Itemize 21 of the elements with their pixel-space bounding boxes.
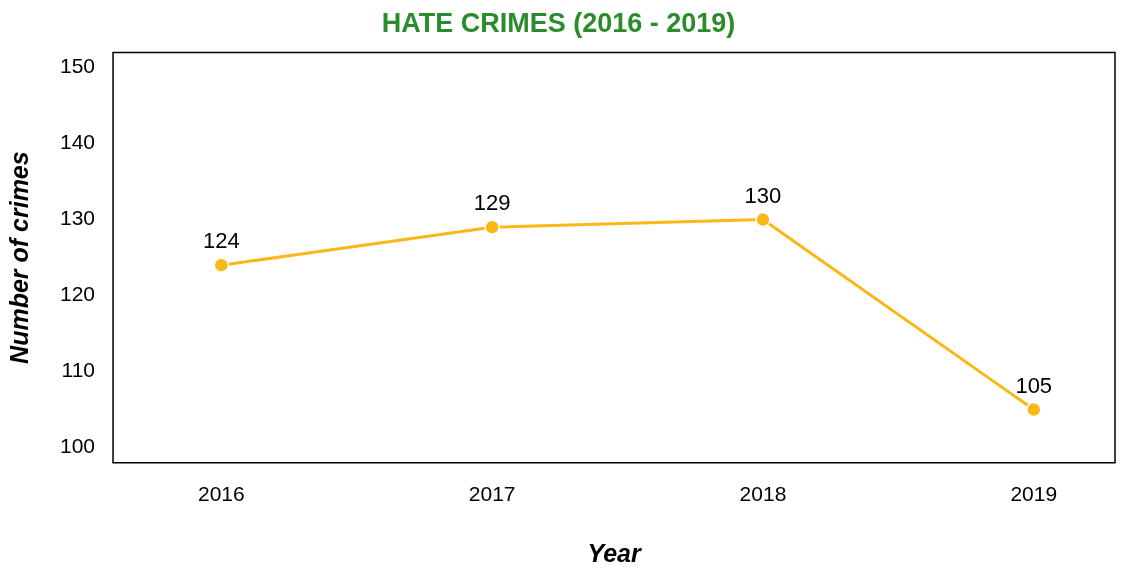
point <box>1026 401 1042 418</box>
y-tick-label: 130 <box>59 206 96 230</box>
x-tick-label: 2016 <box>198 482 245 506</box>
point <box>484 219 500 235</box>
point <box>755 211 771 228</box>
chart-title: HATE CRIMES (2016 - 2019) <box>381 7 736 38</box>
y-axis-title: Number of crimes <box>4 151 33 364</box>
data-label: 130 <box>744 182 782 208</box>
x-tick-label: 2018 <box>739 482 787 506</box>
y-tick-label: 140 <box>59 130 96 154</box>
data-label: 124 <box>203 228 240 254</box>
y-tick-label: 150 <box>59 54 96 78</box>
data-label: 105 <box>1015 372 1053 398</box>
y-tick-label: 120 <box>59 282 96 306</box>
x-tick-label: 2017 <box>468 482 516 506</box>
y-tick-label: 110 <box>61 358 96 382</box>
x-axis-title: Year <box>587 538 642 567</box>
y-tick-label: 100 <box>59 434 96 458</box>
x-tick-label: 2019 <box>1010 482 1058 506</box>
point <box>213 257 230 273</box>
data-label: 129 <box>473 190 511 216</box>
